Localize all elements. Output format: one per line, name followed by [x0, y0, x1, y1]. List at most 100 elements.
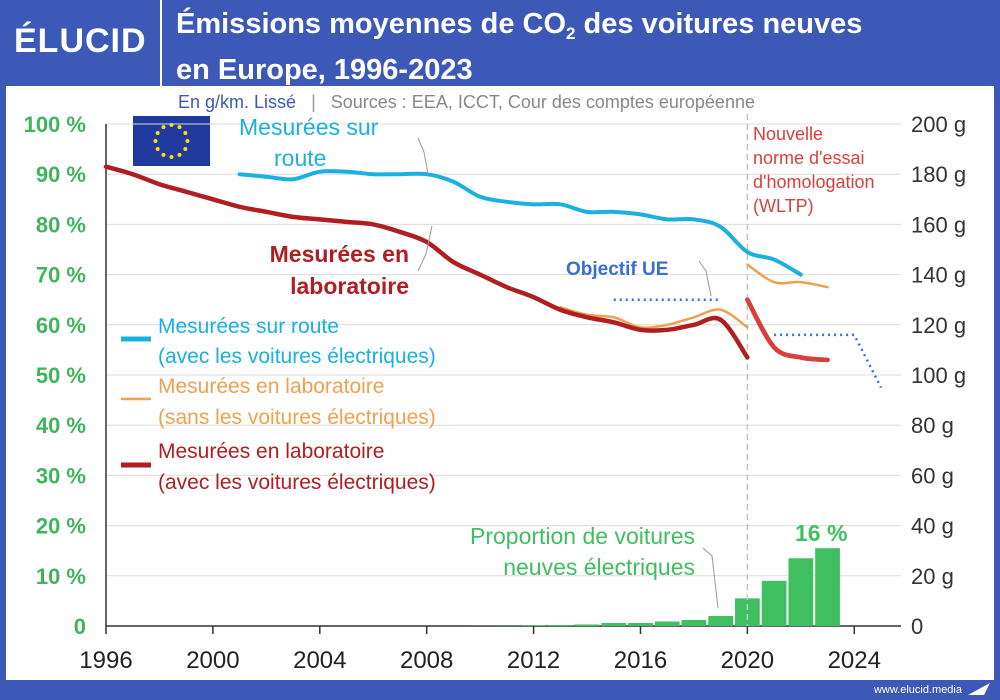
- right-tick-label: 160 g: [911, 212, 966, 237]
- left-tick-label: 60 %: [36, 313, 86, 338]
- elucid-arrow-icon: [968, 683, 990, 695]
- series-line-lab_no_ev: [746, 263, 829, 289]
- annotation-ev-line2: neuves électriques: [503, 554, 695, 580]
- title-part2: des voitures neuves: [575, 8, 863, 40]
- x-tick-label: 2008: [400, 647, 453, 674]
- series-line-lab_with_ev: [103, 164, 750, 360]
- title-part1: Émissions moyennes de CO: [176, 8, 567, 40]
- right-tick-label: 140 g: [911, 263, 966, 288]
- ev-share-bar: [574, 624, 600, 626]
- chart-title: Émissions moyennes de CO2 des voitures n…: [176, 6, 991, 89]
- x-tick-label: 2000: [186, 647, 239, 674]
- flag-star: [155, 147, 160, 151]
- flag-star: [153, 139, 158, 143]
- x-tick-label: 2020: [721, 647, 774, 674]
- annotation-target: Objectif UE: [566, 259, 668, 280]
- left-tick-label: 100 %: [24, 112, 86, 137]
- right-tick-label: 180 g: [911, 162, 966, 187]
- flag-star: [169, 155, 174, 159]
- flag-star: [177, 152, 182, 157]
- flag-star: [183, 147, 188, 151]
- ev-share-bar: [735, 598, 760, 626]
- ev-share-highlight: 16 %: [795, 520, 847, 546]
- annotation-lab-line1: Mesurées en: [270, 241, 409, 267]
- logo-divider: [160, 0, 162, 86]
- series-line-lab_with_ev: [745, 297, 830, 363]
- legend: Mesurées sur route (avec les voitures él…: [121, 315, 436, 494]
- x-tick-label: 2012: [507, 647, 560, 674]
- left-tick-label: 50 %: [36, 363, 86, 388]
- right-tick-label: 0: [911, 614, 923, 639]
- legend-road-line1: Mesurées sur route: [158, 315, 339, 338]
- subtitle-separator: |: [311, 92, 316, 112]
- x-tick-label: 1996: [79, 647, 132, 674]
- title-line2: en Europe, 1996-2023: [176, 54, 473, 86]
- elucid-logo: ÉLUCID: [14, 22, 147, 60]
- svg-text:En g/km. Lissé | S: En g/km. Lissé | Sources : EEA, ICCT, Co…: [178, 92, 755, 112]
- ev-share-bars: [467, 548, 840, 626]
- x-axis: 1996 2000 2004 2008 2012 2016 2020 2024: [79, 124, 901, 674]
- legend-lab-with-ev-line2: (avec les voitures électriques): [158, 471, 436, 494]
- flag-star: [177, 125, 182, 130]
- flag-star: [161, 152, 166, 157]
- series-line-lab_no_ev: [559, 305, 749, 329]
- right-tick-label: 120 g: [911, 313, 966, 338]
- ev-share-bar: [601, 622, 627, 626]
- left-tick-label: 80 %: [36, 212, 86, 237]
- ev-share-bar: [521, 625, 546, 626]
- ev-share-bar: [708, 615, 734, 626]
- ev-share-bar: [788, 558, 814, 626]
- wltp-label-line3: d'homologation: [753, 172, 875, 192]
- leader-lab: [417, 225, 433, 272]
- right-tick-label: 40 g: [911, 514, 954, 539]
- right-tick-label: 200 g: [911, 112, 966, 137]
- left-tick-label: 20 %: [36, 514, 86, 539]
- x-tick-label: 2024: [828, 647, 881, 674]
- x-tick-label: 2004: [293, 647, 346, 674]
- subtitle-sources: Sources : EEA, ICCT, Cour des comptes eu…: [331, 92, 755, 112]
- annotation-lab-line2: laboratoire: [290, 273, 409, 299]
- left-tick-label: 90 %: [36, 162, 86, 187]
- left-tick-label: 0: [74, 614, 86, 639]
- right-tick-label: 100 g: [911, 363, 966, 388]
- ev-share-bar: [761, 580, 787, 626]
- legend-lab-with-ev-line1: Mesurées en laboratoire: [158, 440, 384, 463]
- ev-share-bar: [681, 619, 707, 626]
- flag-star: [155, 131, 160, 135]
- subtitle-unit: En g/km. Lissé: [178, 92, 296, 112]
- right-tick-label: 20 g: [911, 564, 954, 589]
- legend-road-line2: (avec les voitures électriques): [158, 345, 436, 368]
- leader-target: [698, 260, 712, 297]
- ev-share-bar: [654, 621, 680, 626]
- annotation-leaders: [417, 137, 719, 609]
- left-tick-label: 70 %: [36, 263, 86, 288]
- chart-svg: En g/km. Lissé | Sources : EEA, ICCT, Co…: [24, 92, 966, 674]
- left-tick-label: 40 %: [36, 413, 86, 438]
- header: ÉLUCID Émissions moyennes de CO2 des voi…: [0, 0, 1000, 86]
- left-axis: 0 10 % 20 % 30 % 40 % 50 % 60 % 70 % 80 % 90 % 100…: [24, 112, 86, 639]
- chart-panel: En g/km. Lissé | Sources : EEA, ICCT, Co…: [6, 86, 994, 680]
- wltp-label-line4: (WLTP): [753, 196, 814, 216]
- ev-share-bar: [547, 624, 573, 626]
- annotation-road-line2: route: [274, 145, 326, 171]
- flag-star: [161, 125, 166, 130]
- series-lines: [103, 164, 830, 363]
- x-tick-label: 2016: [614, 647, 667, 674]
- right-tick-label: 80 g: [911, 413, 954, 438]
- series-line-lab-with-ev-wltp: [745, 297, 830, 363]
- leader-road: [417, 137, 429, 175]
- footer-url[interactable]: www.elucid.media: [873, 684, 962, 696]
- left-tick-label: 30 %: [36, 463, 86, 488]
- legend-lab-no-ev-line2: (sans les voitures électriques): [158, 406, 436, 429]
- wltp-label-line2: norme d'essai: [753, 148, 865, 168]
- annotation-road-line1: Mesurées sur: [239, 114, 379, 140]
- wltp-label-line1: Nouvelle: [753, 124, 823, 144]
- legend-lab-no-ev-line1: Mesurées en laboratoire: [158, 375, 384, 398]
- flag-star: [183, 131, 188, 135]
- annotation-ev-line1: Proportion de voitures: [470, 523, 695, 549]
- title-subscript: 2: [566, 24, 576, 43]
- flag-star: [185, 139, 190, 143]
- ev-share-bar: [628, 622, 653, 626]
- ev-share-bar: [815, 548, 840, 626]
- leader-ev: [702, 547, 719, 609]
